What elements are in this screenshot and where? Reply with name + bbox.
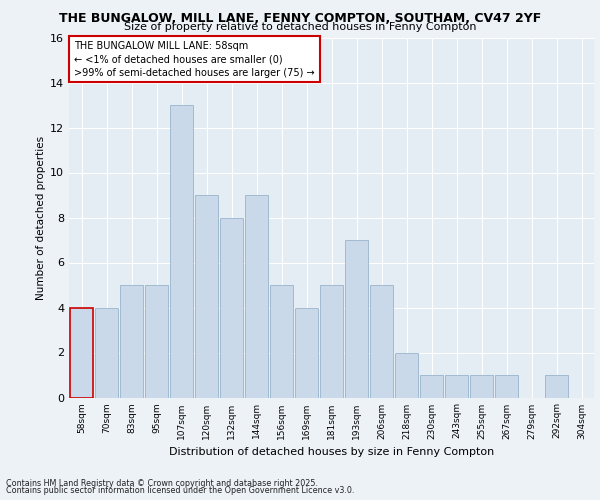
Bar [195,195,218,398]
Bar [495,375,518,398]
Bar [270,285,293,398]
Bar [545,375,568,398]
Text: Contains public sector information licensed under the Open Government Licence v3: Contains public sector information licen… [6,486,355,495]
Bar [295,308,318,398]
X-axis label: Distribution of detached houses by size in Fenny Compton: Distribution of detached houses by size … [169,447,494,457]
Bar [220,218,243,398]
Bar [320,285,343,398]
Bar [395,352,418,398]
Bar [420,375,443,398]
Text: THE BUNGALOW, MILL LANE, FENNY COMPTON, SOUTHAM, CV47 2YF: THE BUNGALOW, MILL LANE, FENNY COMPTON, … [59,12,541,26]
Y-axis label: Number of detached properties: Number of detached properties [36,136,46,300]
Bar [170,105,193,398]
Bar [370,285,393,398]
Bar [345,240,368,398]
Bar [120,285,143,398]
Bar [95,308,118,398]
Bar [445,375,468,398]
Bar [145,285,168,398]
Bar [70,308,93,398]
Bar [245,195,268,398]
Text: Contains HM Land Registry data © Crown copyright and database right 2025.: Contains HM Land Registry data © Crown c… [6,478,318,488]
Bar [470,375,493,398]
Text: Size of property relative to detached houses in Fenny Compton: Size of property relative to detached ho… [124,22,476,32]
Text: THE BUNGALOW MILL LANE: 58sqm
← <1% of detached houses are smaller (0)
>99% of s: THE BUNGALOW MILL LANE: 58sqm ← <1% of d… [74,41,315,78]
